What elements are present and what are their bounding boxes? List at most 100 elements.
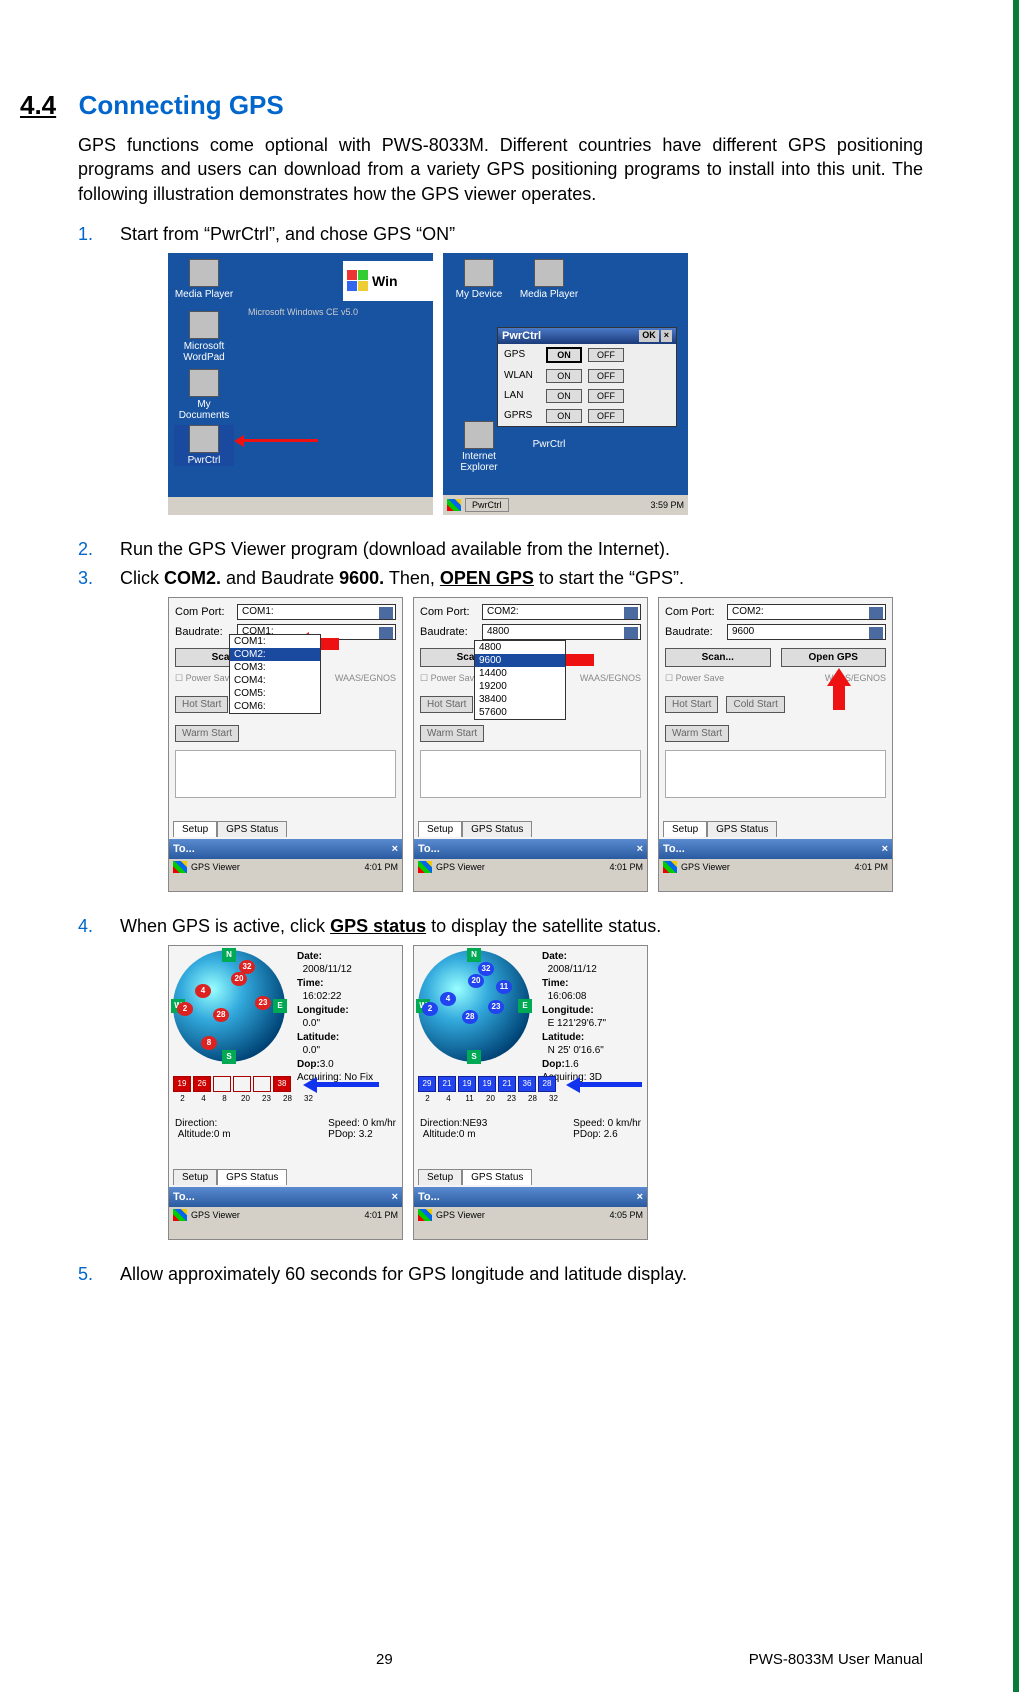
hotstart-button[interactable]: Hot Start [175,696,228,713]
step-4: 4. When GPS is active, click GPS status … [78,916,923,937]
satellite-marker: 28 [213,1008,229,1022]
comport-dropdown[interactable]: COM1: COM2: COM3: COM4: COM5: COM6: [229,634,321,714]
scan-button[interactable]: Scan... [665,648,771,667]
satellite-marker: 20 [231,972,247,986]
window-titlebar: To...× [169,839,402,859]
satellite-marker: 11 [496,980,512,994]
satellite-marker: 32 [478,962,494,976]
gps-on-button[interactable]: ON [546,347,582,363]
ok-button[interactable]: OK [639,330,659,342]
close-icon[interactable]: × [392,1191,398,1203]
satellite-marker: 28 [462,1010,478,1024]
wordpad-icon [189,311,219,339]
arrow-annotation-icon [238,439,318,442]
baudrate-dropdown[interactable]: 4800 9600 14400 19200 38400 57600 [474,640,566,720]
gprs-on-button[interactable]: ON [546,409,582,423]
taskbar-app[interactable]: PwrCtrl [465,498,509,512]
taskbar: PwrCtrl 3:59 PM [443,495,688,515]
taskbar-clock: 3:59 PM [650,500,684,510]
start-icon[interactable] [173,861,187,873]
taskbar: GPS Viewer 4:01 PM [169,859,402,875]
page-number: 29 [376,1651,393,1668]
baudrate-select[interactable]: 9600 [727,624,886,640]
doc-title: PWS-8033M User Manual [749,1651,923,1668]
globe-icon: N W E S 322011422328 [418,950,530,1062]
warmstart-button[interactable]: Warm Start [175,725,239,742]
step-number: 4. [78,916,100,937]
device-icon [464,259,494,287]
arrow-annotation-icon [309,1082,379,1087]
dialog-row-gps: GPS ON OFF [498,344,676,366]
satellite-marker: 4 [440,992,456,1006]
page-footer: 29 PWS-8033M User Manual [0,1651,1013,1668]
windows-logo: Win [343,261,433,301]
position-readout: Direction: Altitude:0 m Speed: 0 km/hr P… [175,1118,396,1140]
mediaplayer-icon [189,259,219,287]
output-box [175,750,396,798]
info-column: Date: 2008/11/12 Time: 16:02:22 Longitud… [297,950,373,1085]
step-text: Run the GPS Viewer program (download ava… [120,539,670,560]
tab-gpsstatus[interactable]: GPS Status [217,821,287,837]
comport-select[interactable]: COM2: [727,604,886,620]
lan-off-button[interactable]: OFF [588,389,624,403]
step-text: Start from “PwrCtrl”, and chose GPS “ON” [120,224,455,245]
wlan-off-button[interactable]: OFF [588,369,624,383]
lan-on-button[interactable]: ON [546,389,582,403]
dialog-titlebar: PwrCtrl OK × [498,328,676,344]
intro-paragraph: GPS functions come optional with PWS-803… [78,133,923,206]
close-icon[interactable]: × [661,330,672,342]
ce-desktop-screenshot: Media Player Microsoft WordPad My Docume… [168,253,433,515]
baudrate-select[interactable]: 4800 [482,624,641,640]
satellite-marker: 8 [201,1036,217,1050]
step-text: Click COM2. and Baudrate 9600. Then, OPE… [120,568,684,589]
step-1: 1. Start from “PwrCtrl”, and chose GPS “… [78,224,923,245]
satellite-marker: 4 [195,984,211,998]
step-3: 3. Click COM2. and Baudrate 9600. Then, … [78,568,923,589]
step-text: Allow approximately 60 seconds for GPS l… [120,1264,687,1285]
step-number: 1. [78,224,100,245]
comport-select[interactable]: COM1: [237,604,396,620]
pwrctrl-dialog: PwrCtrl OK × GPS ON OFF WLAN ON [497,327,677,427]
satellite-marker: 2 [422,1002,438,1016]
step-number: 5. [78,1264,100,1285]
taskbar [168,497,433,515]
step-2: 2. Run the GPS Viewer program (download … [78,539,923,560]
heading-row: 4.4 Connecting GPS [20,90,923,121]
globe-icon: N W E S 32204223288 [173,950,285,1062]
desktop-icon-mydocs: My Documents [174,369,234,421]
close-icon[interactable]: × [637,843,643,855]
satellite-marker: 20 [468,974,484,988]
desktop-icon-mediaplayer: Media Player [174,259,234,300]
figure-row-1: Media Player Microsoft WordPad My Docume… [168,253,923,515]
folder-icon [189,369,219,397]
arrow-annotation-icon [572,1082,642,1087]
figure-row-2: Com Port: COM1: Baudrate: COM1: COM1: CO… [168,597,923,892]
gprs-off-button[interactable]: OFF [588,409,624,423]
desktop-icon-pwrctrl: PwrCtrl [174,425,234,466]
satellite-marker: 2 [177,1002,193,1016]
satellite-marker: 23 [255,996,271,1010]
tab-setup[interactable]: Setup [173,821,217,837]
dialog-row-wlan: WLAN ON OFF [498,366,676,386]
info-column: Date: 2008/11/12 Time: 16:06:08 Longitud… [542,950,606,1085]
wlan-on-button[interactable]: ON [546,369,582,383]
desktop-icon-wordpad: Microsoft WordPad [174,311,234,363]
close-icon[interactable]: × [637,1191,643,1203]
dialog-row-lan: LAN ON OFF [498,386,676,406]
figure-row-3: N W E S 32204223288 Date: 2008/11/12 Tim… [168,945,923,1240]
desktop-icon-mediaplayer: Media Player [519,259,579,300]
signal-bars: 192638 24820232832 [173,1076,398,1103]
document-page: 4.4 Connecting GPS GPS functions come op… [0,0,1019,1692]
comport-select[interactable]: COM2: [482,604,641,620]
gps-off-button[interactable]: OFF [588,348,624,362]
desktop-icon-ie: Internet Explorer [449,421,509,473]
close-icon[interactable]: × [392,843,398,855]
step-number: 3. [78,568,100,589]
close-icon[interactable]: × [882,843,888,855]
gps-status-panel-1: N W E S 32204223288 Date: 2008/11/12 Tim… [168,945,403,1240]
desktop-icon-pwrctrl: PwrCtrl [519,439,579,450]
dialog-row-gprs: GPRS ON OFF [498,406,676,426]
os-version-text: Microsoft Windows CE v5.0 [248,307,358,317]
gps-viewer-panel-3: Com Port: COM2: Baudrate: 9600 Scan... O… [658,597,893,892]
start-icon[interactable] [447,499,461,511]
